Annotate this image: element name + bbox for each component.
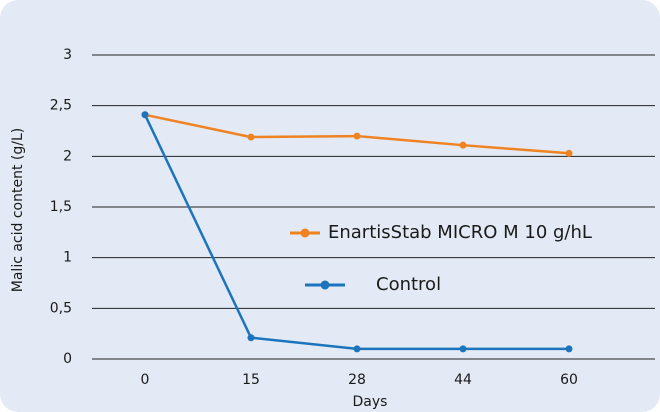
data-point xyxy=(459,141,467,149)
data-point xyxy=(353,345,361,353)
y-tick-label: 3 xyxy=(63,47,72,63)
y-tick-label: 0,5 xyxy=(50,300,72,316)
data-point xyxy=(459,345,467,353)
y-tick-label: 1 xyxy=(63,250,72,266)
y-tick-label: 2 xyxy=(63,148,72,164)
legend-marker xyxy=(300,228,310,238)
data-point xyxy=(247,334,255,342)
y-tick-label: 2,5 xyxy=(50,98,72,114)
x-axis-label: Days xyxy=(353,394,388,410)
legend-marker xyxy=(320,280,330,290)
data-point xyxy=(565,149,573,157)
x-tick-label: 28 xyxy=(348,372,366,388)
data-point xyxy=(565,345,573,353)
y-tick-label: 1,5 xyxy=(50,199,72,215)
data-point xyxy=(141,111,149,119)
legend-label: Control xyxy=(376,274,441,295)
y-axis-label: Malic acid content (g/L) xyxy=(10,128,26,292)
x-tick-label: 60 xyxy=(560,372,578,388)
x-tick-label: 15 xyxy=(242,372,260,388)
data-point xyxy=(247,133,255,141)
legend-label: EnartisStab MICRO M 10 g/hL xyxy=(328,222,592,243)
data-point xyxy=(353,132,361,140)
y-tick-label: 0 xyxy=(63,351,72,367)
x-tick-label: 44 xyxy=(454,372,472,388)
x-tick-label: 0 xyxy=(141,372,150,388)
